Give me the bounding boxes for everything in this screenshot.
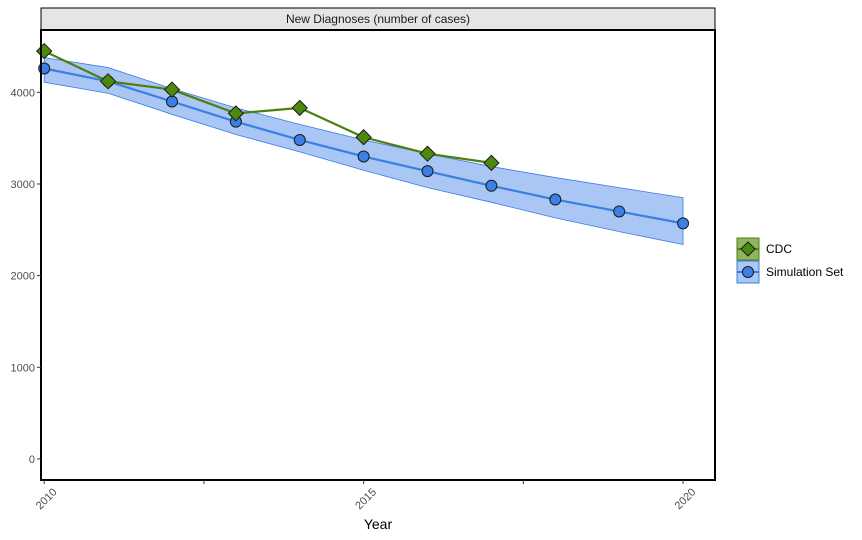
legend-key-simulation-marker bbox=[742, 266, 754, 278]
cdc-point bbox=[291, 99, 308, 117]
cdc-line bbox=[43, 50, 492, 164]
simulation-set-point bbox=[677, 217, 690, 230]
plot-panel-border bbox=[40, 29, 716, 481]
series-points-layer bbox=[35, 42, 690, 230]
y-tick-label: 0 bbox=[29, 454, 35, 466]
y-tick-label: 2000 bbox=[11, 271, 35, 283]
legend-label-simulation: Simulation Set bbox=[766, 265, 844, 279]
legend-key-cdc-marker bbox=[740, 241, 756, 257]
y-tick-label: 4000 bbox=[11, 87, 35, 99]
cdc-point bbox=[483, 154, 500, 172]
simulation-set-point bbox=[357, 150, 370, 163]
cdc-point bbox=[163, 81, 181, 98]
cdc-point bbox=[419, 145, 436, 162]
cdc-point bbox=[227, 105, 245, 122]
legend-label-cdc: CDC bbox=[766, 242, 792, 256]
x-axis-title: Year bbox=[364, 516, 393, 532]
cdc-point bbox=[355, 129, 372, 146]
y-tick-label: 3000 bbox=[11, 179, 35, 191]
plot-area bbox=[35, 42, 690, 245]
x-tick-label: 2015 bbox=[353, 486, 379, 512]
legend: CDC Simulation Set bbox=[736, 237, 844, 284]
chart-title: New Diagnoses (number of cases) bbox=[286, 12, 470, 26]
y-tick-label: 1000 bbox=[11, 362, 35, 374]
simulation-set-point bbox=[293, 133, 306, 146]
cdc-point bbox=[35, 42, 53, 60]
simulation-set-point bbox=[485, 179, 498, 192]
y-axis: 0 1000 2000 3000 4000 bbox=[11, 87, 41, 466]
x-axis: 2010 2015 2020 bbox=[34, 480, 699, 512]
x-tick-label: 2010 bbox=[34, 486, 60, 512]
simulation-set-point bbox=[613, 205, 626, 218]
x-tick-label: 2020 bbox=[673, 486, 699, 512]
cdc-point bbox=[99, 73, 117, 90]
simulation-set-point bbox=[421, 165, 434, 178]
simulation-set-point bbox=[549, 193, 562, 206]
